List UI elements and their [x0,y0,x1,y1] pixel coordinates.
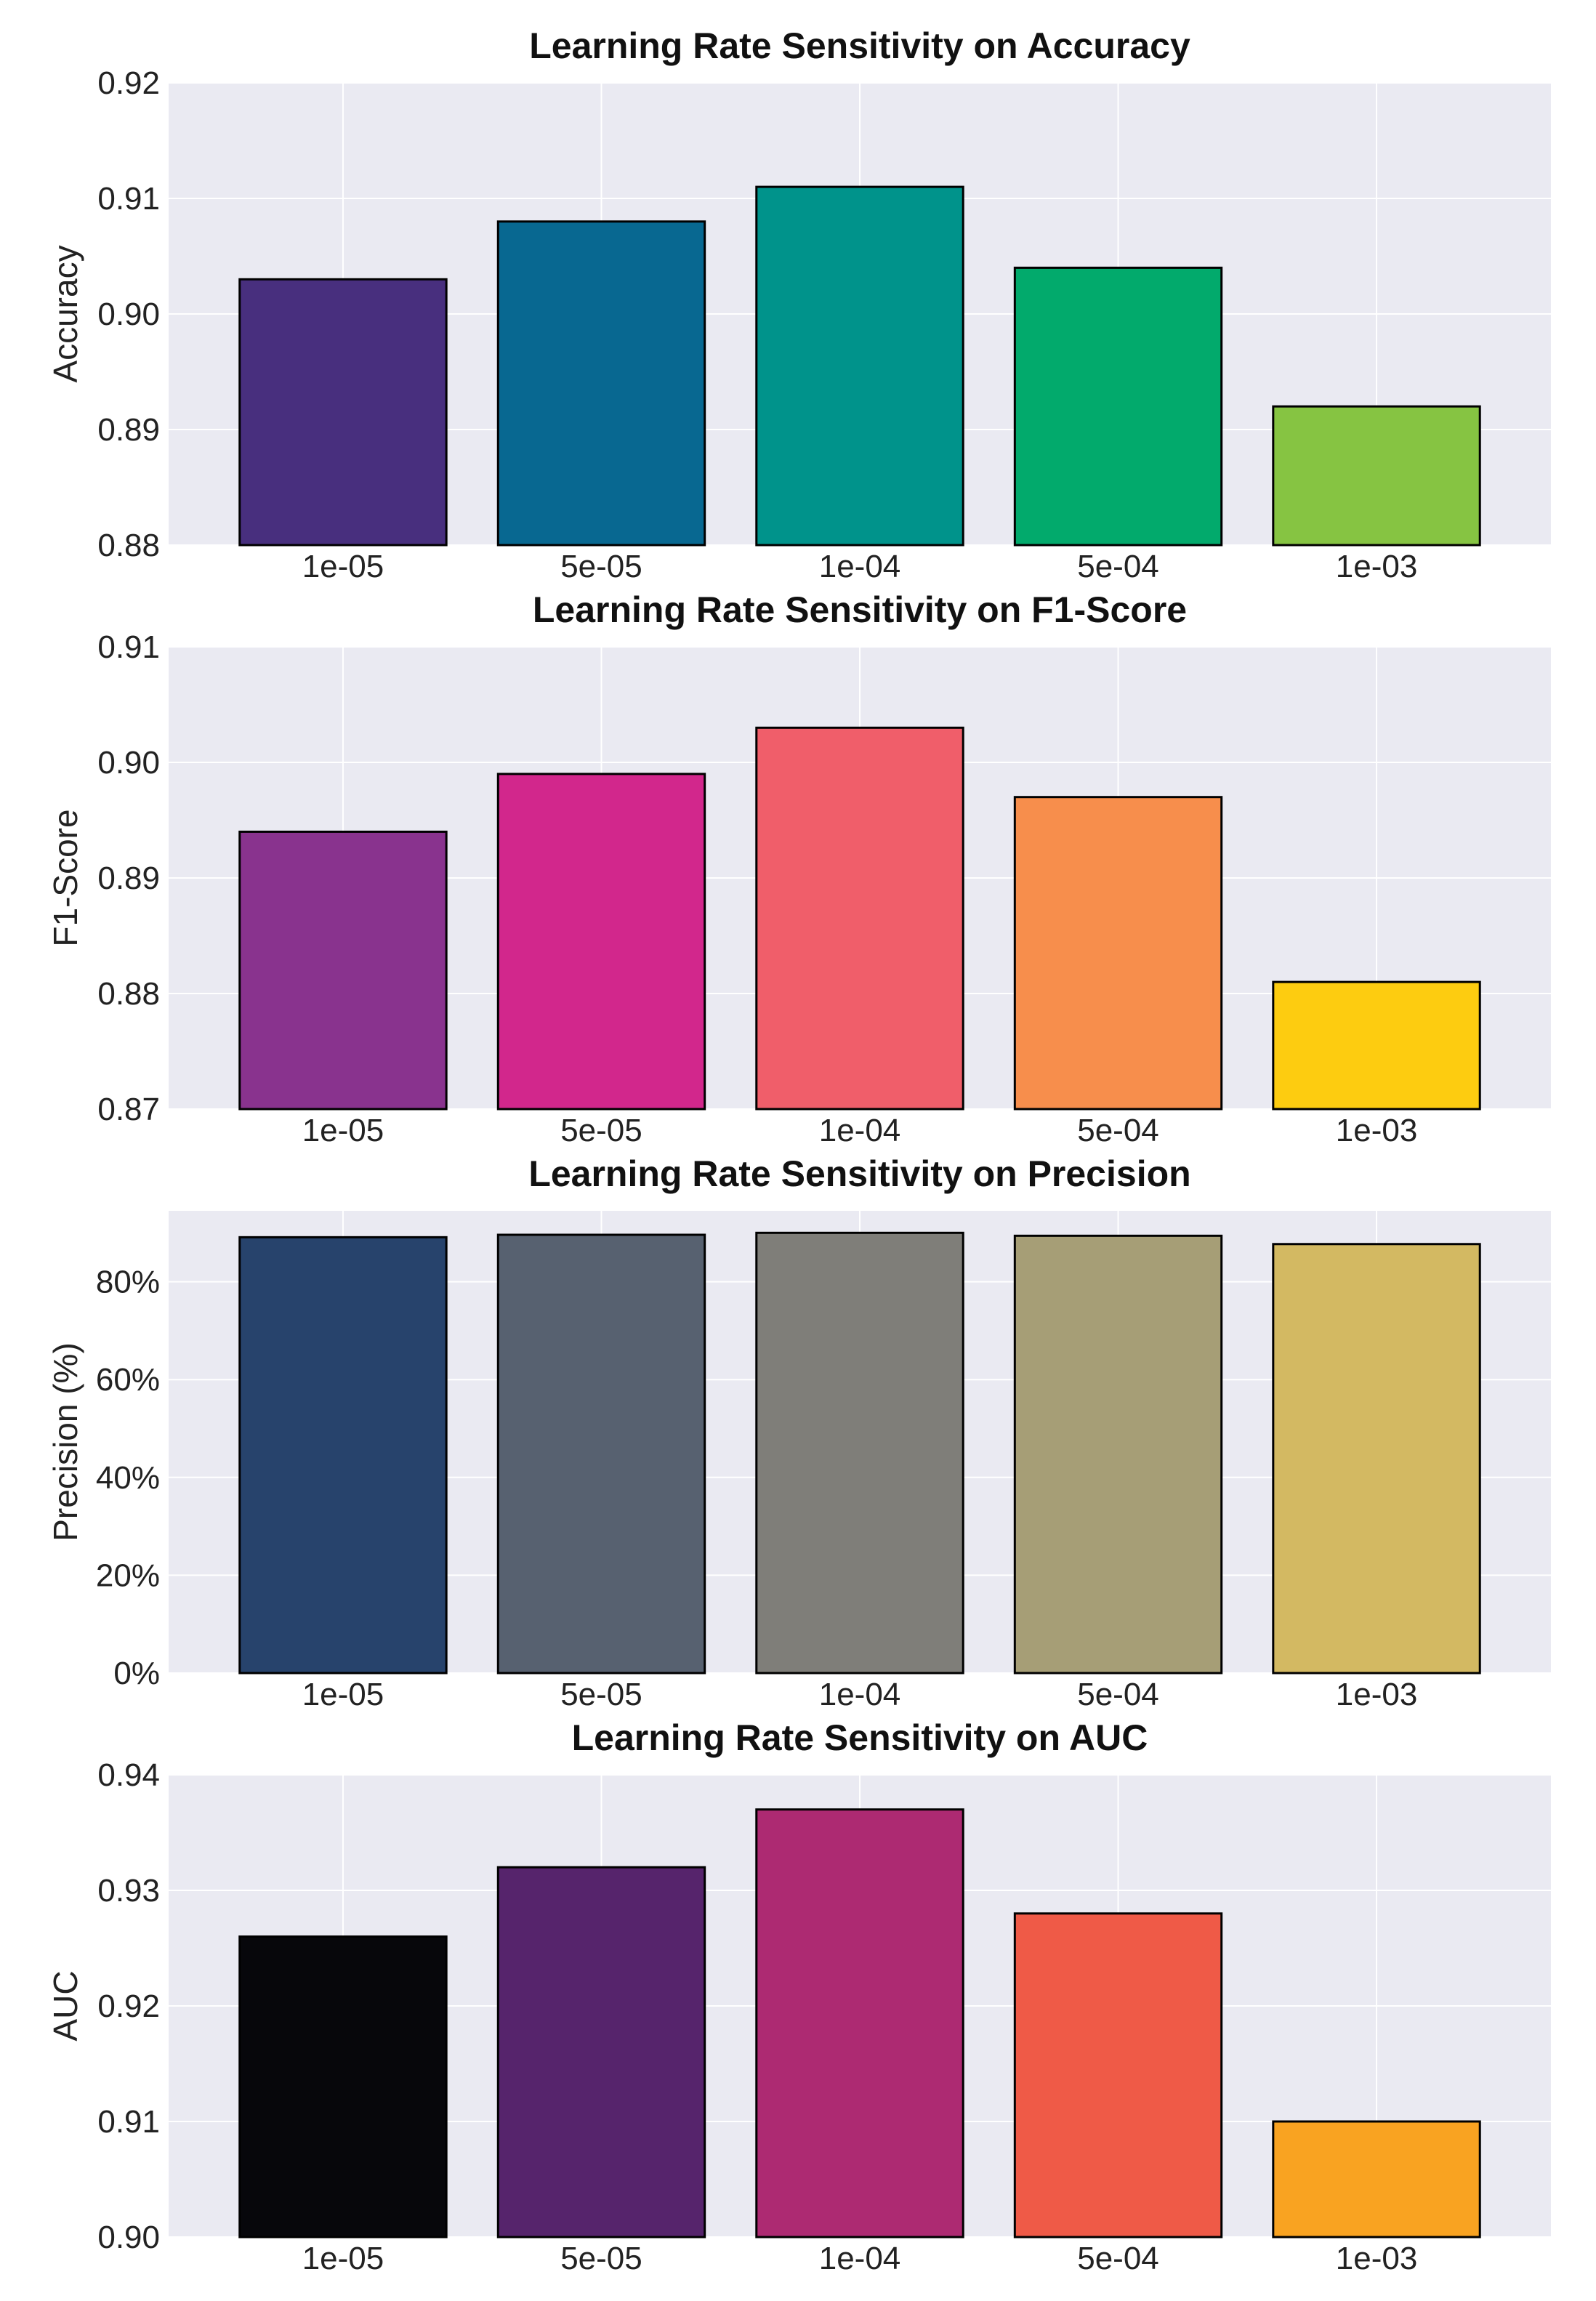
bar-5e-05 [496,220,706,547]
y-axis-label: AUC [47,1970,84,2041]
y-tick-label: 0.92 [97,1988,160,2024]
y-tick-label: 0.88 [97,528,160,563]
x-tick-label: 1e-05 [302,1113,384,1148]
chart-panel-4: Learning Rate Sensitivity on AUC 0.90 0.91… [47,1717,1551,2276]
bar-1e-03 [1272,1243,1481,1675]
bar-5e-04 [1013,266,1223,547]
x-tick-label: 5e-04 [1077,2241,1159,2276]
bar-1e-05 [238,1236,448,1675]
y-tick-label: 0.91 [97,181,160,217]
x-tick-label: 5e-05 [560,1677,642,1712]
y-tick-label: 0.94 [97,1757,160,1793]
chart-title: Learning Rate Sensitivity on AUC [572,1717,1148,1758]
bar-1e-05 [238,830,448,1111]
bar-1e-03 [1272,2120,1481,2238]
x-tick-label: 1e-04 [819,1113,901,1148]
x-tick-label: 5e-04 [1077,1113,1159,1148]
chart-title: Learning Rate Sensitivity on F1-Score [533,589,1187,630]
y-axis-label: F1-Score [47,809,84,946]
y-tick-label: 0.90 [97,745,160,781]
bar-1e-04 [755,726,964,1111]
x-tick-label: 1e-04 [819,2241,901,2276]
y-tick-label: 0.89 [97,412,160,448]
x-tick-label: 1e-03 [1336,549,1418,584]
y-tick-label: 0.92 [97,65,160,101]
bar-5e-05 [496,773,706,1111]
x-tick-label: 1e-03 [1336,1113,1418,1148]
bar-1e-05 [238,278,448,547]
x-tick-label: 5e-05 [560,549,642,584]
x-tick-label: 1e-05 [302,2241,384,2276]
x-tick-label: 5e-05 [560,1113,642,1148]
bar-1e-04 [755,185,964,547]
x-tick-label: 1e-03 [1336,1677,1418,1712]
y-tick-label: 0.90 [97,2220,160,2255]
bar-5e-04 [1013,1912,1223,2238]
y-tick-label: 0% [113,1656,160,1691]
y-tick-label: 0.91 [97,629,160,665]
chart-panel-2: Learning Rate Sensitivity on F1-Score 0.8… [47,589,1551,1148]
y-tick-label: 60% [96,1362,160,1398]
bar-5e-04 [1013,1234,1223,1675]
y-tick-label: 0.91 [97,2104,160,2140]
y-tick-label: 0.93 [97,1873,160,1909]
bar-1e-05 [238,1935,448,2238]
bar-1e-04 [755,1808,964,2238]
x-tick-label: 1e-03 [1336,2241,1418,2276]
chart-title: Learning Rate Sensitivity on Accuracy [529,25,1190,66]
x-tick-label: 5e-04 [1077,1677,1159,1712]
x-tick-label: 1e-04 [819,1677,901,1712]
bar-1e-03 [1272,980,1481,1111]
y-axis-label: Accuracy [47,245,84,382]
bar-5e-04 [1013,796,1223,1111]
chart-title: Learning Rate Sensitivity on Precision [528,1153,1190,1194]
bar-1e-04 [755,1231,964,1675]
x-tick-label: 1e-05 [302,549,384,584]
y-tick-label: 0.87 [97,1092,160,1127]
x-tick-label: 5e-05 [560,2241,642,2276]
bar-5e-05 [496,1233,706,1675]
x-tick-label: 5e-04 [1077,549,1159,584]
bar-1e-03 [1272,405,1481,547]
x-tick-label: 1e-05 [302,1677,384,1712]
y-tick-label: 20% [96,1557,160,1593]
y-tick-label: 80% [96,1265,160,1300]
x-tick-label: 1e-04 [819,549,901,584]
y-tick-label: 40% [96,1460,160,1496]
chart-panel-1: Learning Rate Sensitivity on Accuracy 0.8… [47,25,1551,584]
y-tick-label: 0.88 [97,976,160,1012]
y-tick-label: 0.89 [97,861,160,896]
bar-5e-05 [496,1866,706,2238]
y-tick-label: 0.90 [97,297,160,332]
chart-panel-3: Learning Rate Sensitivity on Precision 0%… [47,1153,1551,1712]
y-axis-label: Precision (%) [47,1342,84,1542]
